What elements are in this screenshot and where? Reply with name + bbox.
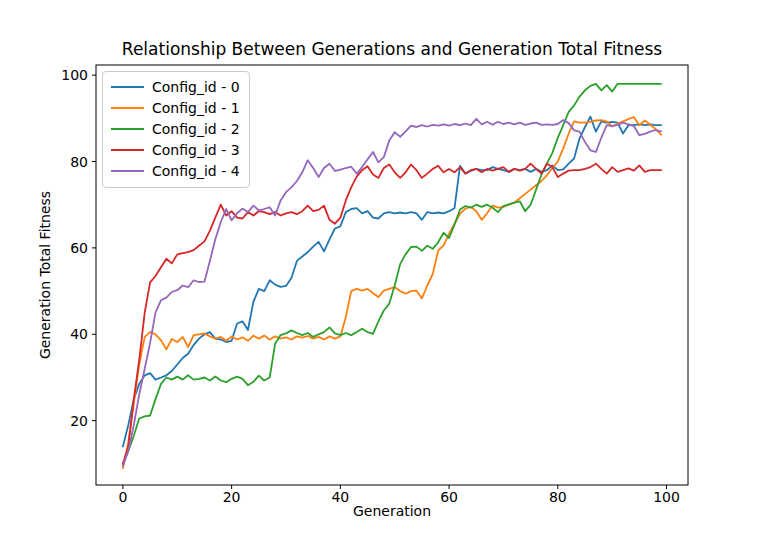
legend-item-0: Config_id - 0: [111, 77, 240, 98]
y-tick-label: 100: [28, 67, 88, 83]
legend-line-swatch: [111, 107, 144, 109]
legend-item-1: Config_id - 1: [111, 98, 240, 119]
matplotlib-figure: Relationship Between Generations and Gen…: [0, 0, 765, 544]
legend-item-label: Config_id - 4: [152, 163, 240, 179]
y-tick-label: 20: [28, 413, 88, 429]
y-tick-label: 60: [28, 240, 88, 256]
x-tick-label: 20: [202, 489, 262, 505]
legend-item-label: Config_id - 1: [152, 100, 240, 116]
legend-line-swatch: [111, 170, 144, 172]
legend-line-swatch: [111, 128, 144, 130]
x-tick-label: 60: [419, 489, 479, 505]
legend-item-label: Config_id - 0: [152, 79, 240, 95]
series-line-3: [123, 164, 661, 464]
legend-item-4: Config_id - 4: [111, 160, 240, 181]
legend-item-3: Config_id - 3: [111, 139, 240, 160]
legend-item-label: Config_id - 2: [152, 121, 240, 137]
x-tick-label: 0: [93, 489, 153, 505]
legend-item-label: Config_id - 3: [152, 142, 240, 158]
legend-line-swatch: [111, 86, 144, 88]
x-tick-label: 100: [637, 489, 697, 505]
y-tick-label: 40: [28, 326, 88, 342]
legend-line-swatch: [111, 149, 144, 151]
y-tick-label: 80: [28, 154, 88, 170]
legend-item-2: Config_id - 2: [111, 119, 240, 140]
x-tick-label: 80: [528, 489, 588, 505]
legend: Config_id - 0 Config_id - 1 Config_id - 2 C…: [102, 71, 250, 188]
x-tick-label: 40: [310, 489, 370, 505]
